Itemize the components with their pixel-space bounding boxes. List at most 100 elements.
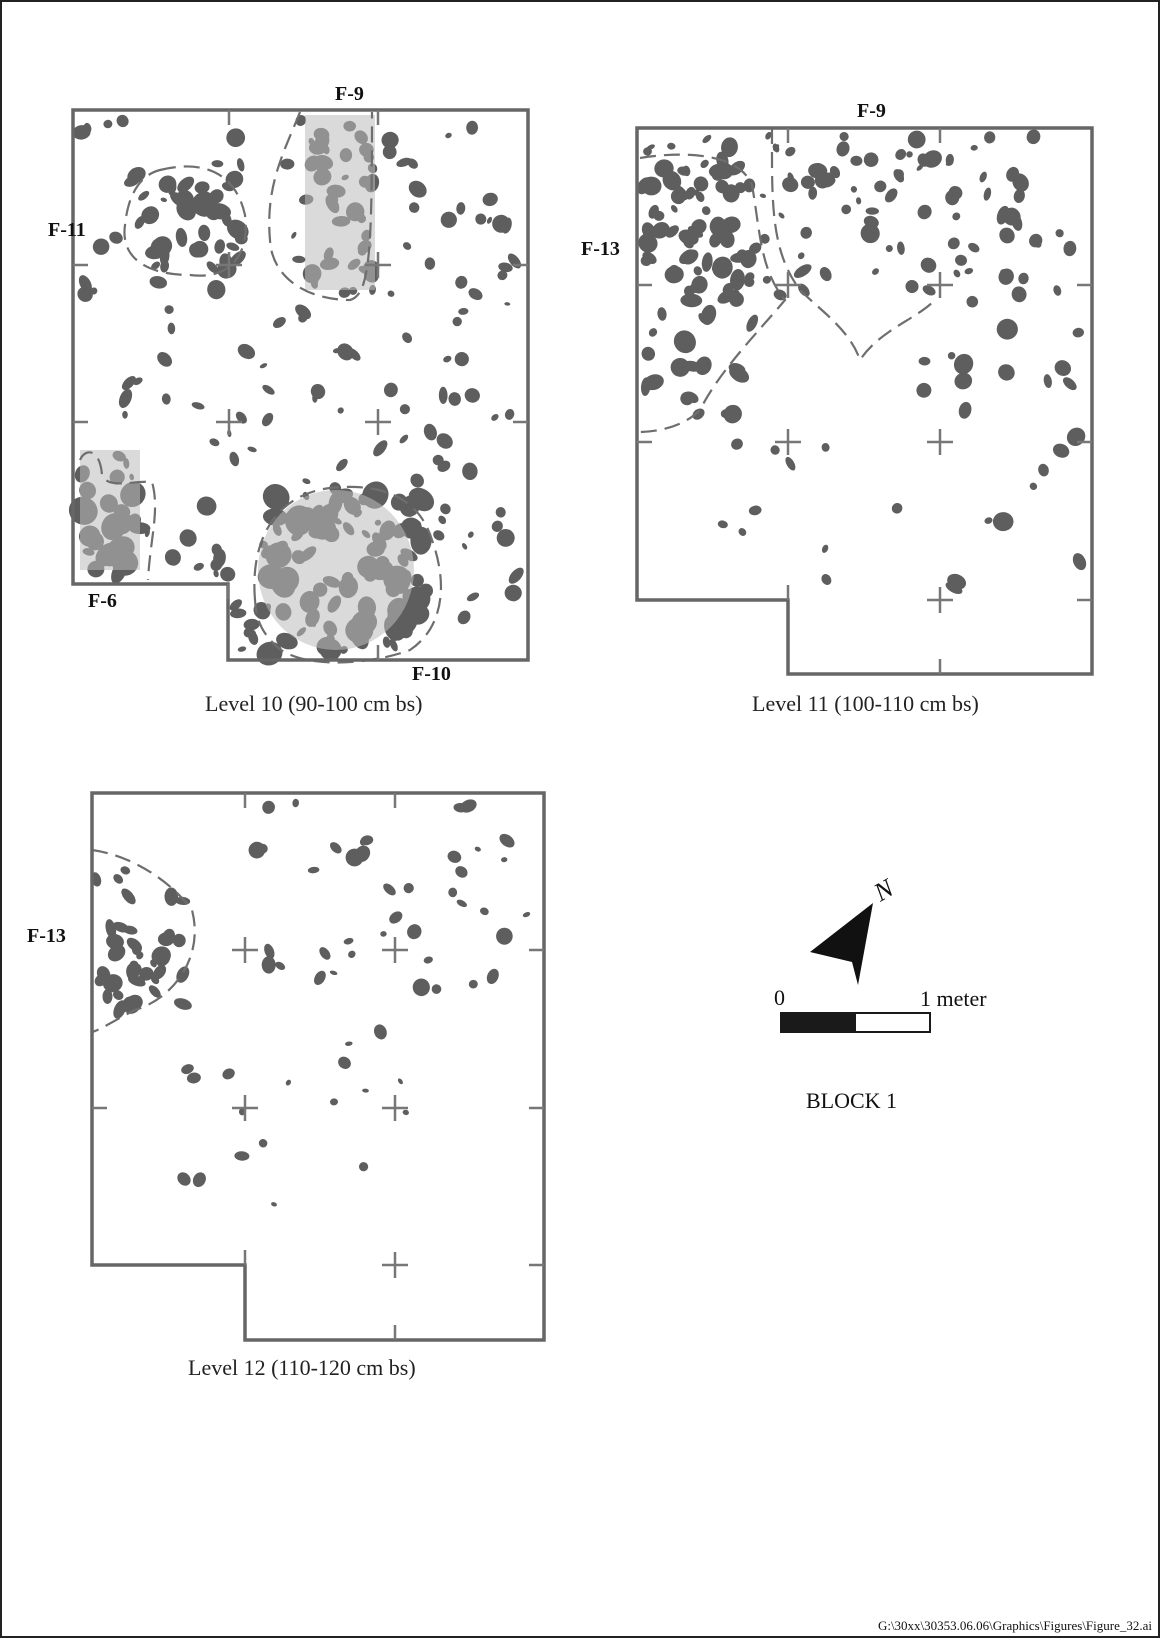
rock xyxy=(402,1109,409,1116)
rock xyxy=(759,233,770,244)
rock xyxy=(177,1172,191,1186)
rock xyxy=(778,212,785,219)
rock xyxy=(711,167,726,181)
rock xyxy=(1013,188,1025,204)
feature-outline-f13-level-11 xyxy=(637,153,787,434)
feature-outline-f9 xyxy=(268,111,374,302)
rock xyxy=(821,574,832,585)
rock xyxy=(966,295,979,308)
rock xyxy=(865,207,879,215)
rock xyxy=(179,529,197,547)
rock xyxy=(893,169,904,180)
rock xyxy=(695,191,705,203)
rock xyxy=(522,912,531,918)
rock xyxy=(145,245,166,260)
rock xyxy=(396,157,412,168)
file-path-footer: G:\30xx\30353.06.06\Graphics\Figures\Fig… xyxy=(878,1618,1152,1633)
rock xyxy=(161,928,176,946)
rock xyxy=(264,943,275,959)
rock xyxy=(475,213,487,225)
rock xyxy=(213,569,219,578)
rock xyxy=(136,973,148,984)
feature-outline-f10 xyxy=(253,485,443,664)
rock xyxy=(759,193,767,199)
rock xyxy=(271,1202,277,1207)
rock xyxy=(389,638,398,652)
rock xyxy=(841,204,852,215)
rock xyxy=(953,353,974,375)
rock xyxy=(276,632,298,650)
rock xyxy=(917,204,932,220)
rock xyxy=(455,275,468,289)
rock xyxy=(821,443,830,452)
rock xyxy=(1011,213,1023,231)
rock xyxy=(106,933,124,950)
rock xyxy=(709,233,722,248)
rock xyxy=(138,190,150,201)
rock xyxy=(262,384,275,395)
rock xyxy=(150,975,160,985)
rock xyxy=(999,227,1015,244)
rock xyxy=(693,176,709,192)
rock xyxy=(107,944,126,962)
rock xyxy=(947,351,956,360)
rock xyxy=(102,989,113,1004)
plan-level-12: F-13 Level 12 (110-120 cm bs) xyxy=(27,791,546,1380)
rock xyxy=(682,165,691,177)
scale-end-label: 1 meter xyxy=(920,986,987,1011)
rock xyxy=(947,573,967,590)
rock xyxy=(922,285,936,296)
rock xyxy=(222,1068,235,1080)
rock xyxy=(736,249,749,263)
rock xyxy=(310,383,326,400)
rock xyxy=(272,316,286,329)
rock xyxy=(700,159,709,169)
rock xyxy=(482,192,498,207)
rock xyxy=(670,189,686,205)
rock xyxy=(641,346,656,361)
rock xyxy=(150,959,157,968)
rock xyxy=(149,275,168,289)
rock xyxy=(407,924,422,940)
rock xyxy=(237,343,256,360)
scale-zero-label: 0 xyxy=(774,985,785,1010)
rock xyxy=(121,888,136,905)
rock xyxy=(337,343,354,361)
rock xyxy=(680,391,694,406)
rock xyxy=(717,520,728,529)
rock xyxy=(438,515,447,525)
rock xyxy=(984,131,996,144)
rock xyxy=(292,255,306,264)
rock xyxy=(709,216,727,236)
rock xyxy=(230,608,247,619)
rock xyxy=(920,257,937,273)
rock xyxy=(261,956,276,974)
rock xyxy=(785,456,796,471)
rock xyxy=(860,223,880,244)
rock xyxy=(102,974,123,993)
north-arrow-icon xyxy=(810,903,873,985)
rock xyxy=(748,505,762,516)
rock xyxy=(461,543,468,550)
rock xyxy=(354,845,371,862)
legend: N 0 1 meter BLOCK 1 xyxy=(774,873,987,1113)
rock xyxy=(952,212,961,221)
feature-label-f9-level-11: F-9 xyxy=(857,100,886,122)
rock xyxy=(329,970,338,976)
rock xyxy=(141,206,160,225)
rock xyxy=(798,283,810,297)
rock xyxy=(164,887,179,906)
rock xyxy=(678,229,699,246)
rock xyxy=(258,1139,268,1148)
rock xyxy=(103,119,113,129)
rock xyxy=(1063,240,1077,257)
rock xyxy=(206,203,232,220)
rock xyxy=(808,162,828,179)
rock xyxy=(772,143,780,153)
rock xyxy=(884,188,898,203)
rock xyxy=(229,599,242,611)
rock xyxy=(682,360,701,372)
rock xyxy=(874,180,887,193)
grid-ticks-level-11 xyxy=(637,128,1092,674)
rock xyxy=(501,857,508,863)
